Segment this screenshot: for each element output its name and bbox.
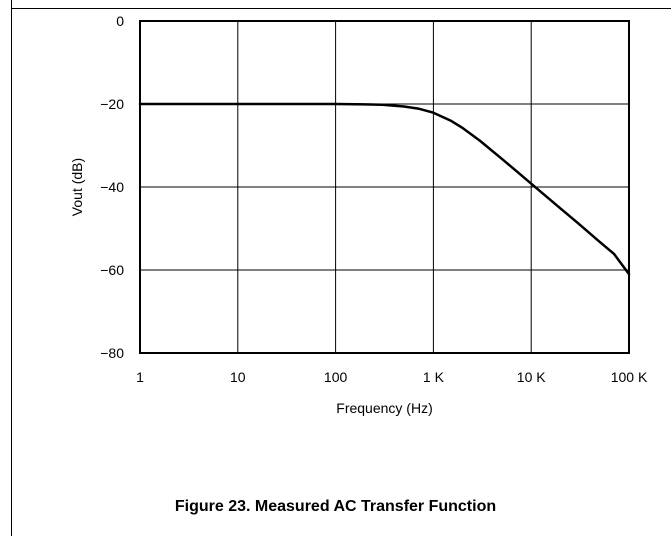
x-tick-label-0: 1 [136, 369, 144, 385]
x-tick-label-2: 100 [324, 369, 348, 385]
y-axis-label: Vout (dB) [69, 158, 85, 216]
figure-caption: Figure 23. Measured AC Transfer Function [0, 498, 671, 516]
x-axis-label: Frequency (Hz) [336, 400, 432, 416]
x-tick-labels: 1 10 100 1 K 10 K 100 K [136, 369, 648, 385]
series-layer [140, 104, 629, 274]
x-tick-label-5: 100 K [611, 369, 648, 385]
series-line-0 [140, 104, 629, 274]
y-tick-label-2: −40 [100, 179, 124, 195]
y-tick-label-3: −60 [100, 262, 124, 278]
x-tick-label-1: 10 [230, 369, 246, 385]
x-tick-label-3: 1 K [423, 369, 445, 385]
grid-layer [140, 21, 629, 353]
y-tick-label-1: −20 [100, 96, 124, 112]
x-tick-label-4: 10 K [517, 369, 546, 385]
y-tick-label-4: −80 [100, 345, 124, 361]
y-tick-label-0: 0 [116, 13, 124, 29]
y-tick-labels: 0 −20 −40 −60 −80 [100, 13, 124, 361]
